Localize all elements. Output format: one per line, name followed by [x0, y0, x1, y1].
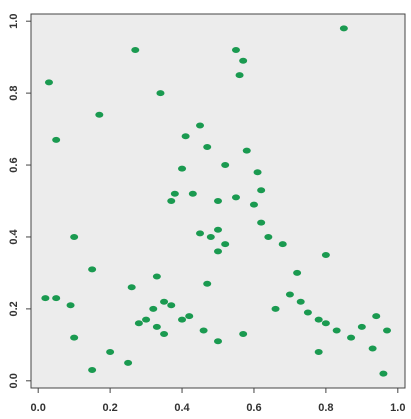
patch [239, 57, 248, 64]
y-tick-label: 0.6 [8, 157, 20, 172]
patch [257, 219, 266, 226]
x-tick-label: 0.8 [318, 402, 333, 414]
patch [214, 198, 222, 204]
patch [347, 334, 356, 341]
patch [321, 320, 330, 327]
patch [379, 370, 388, 377]
patch [88, 266, 97, 273]
patch [131, 46, 140, 53]
patch [124, 359, 133, 366]
patch [142, 316, 151, 323]
patch [235, 72, 244, 79]
patch [52, 295, 61, 302]
patch [203, 144, 212, 151]
patch [257, 187, 266, 194]
patch [383, 327, 392, 334]
patch [203, 280, 212, 287]
patch [127, 284, 136, 291]
patch [239, 331, 248, 338]
patch [167, 302, 176, 309]
y-tick-label: 0.4 [8, 228, 20, 244]
patch [170, 190, 179, 197]
patch [357, 323, 366, 330]
patch [178, 316, 187, 323]
patch [88, 367, 97, 374]
x-tick-label: 0.2 [102, 402, 117, 414]
patch [52, 136, 61, 143]
patch [231, 194, 240, 201]
patch [196, 230, 205, 237]
patch [66, 302, 75, 309]
patch [296, 298, 305, 305]
patch [149, 305, 158, 312]
patch [44, 79, 53, 86]
patch [332, 327, 341, 334]
patch [152, 323, 161, 330]
patch [314, 349, 323, 356]
patch [41, 295, 50, 302]
patch [264, 233, 273, 240]
patch [167, 198, 176, 204]
patch [214, 226, 222, 233]
patch [188, 190, 197, 197]
patch [221, 241, 230, 248]
patch [134, 320, 143, 327]
patch [321, 251, 330, 258]
patch [368, 345, 377, 352]
patch [214, 248, 222, 255]
patch [271, 305, 280, 312]
x-tick-label: 0.6 [246, 402, 261, 414]
patch [214, 338, 222, 345]
patch [196, 122, 205, 129]
patch [278, 241, 287, 248]
patch [160, 298, 169, 305]
patch [253, 169, 262, 176]
patch [231, 46, 240, 53]
patch [285, 291, 294, 298]
patch [95, 111, 104, 118]
patch [293, 269, 302, 276]
patch [152, 273, 161, 280]
patch [339, 25, 348, 32]
patch [106, 349, 115, 356]
patch [242, 147, 251, 154]
y-tick-label: 0.8 [8, 85, 20, 100]
y-tick-label: 1.0 [8, 14, 20, 29]
x-tick-label: 1.0 [390, 402, 405, 414]
patch [156, 90, 165, 97]
patch [70, 233, 79, 240]
patch [314, 316, 323, 323]
patch [206, 233, 215, 240]
patch [181, 133, 190, 140]
patch [221, 162, 230, 169]
x-tick-label: 0.0 [31, 402, 46, 414]
patch [249, 201, 258, 208]
patch [185, 313, 194, 320]
x-tick-label: 0.4 [174, 402, 190, 414]
patch [372, 313, 381, 320]
patch [303, 309, 312, 316]
y-tick-label: 0.0 [8, 373, 20, 388]
patch [70, 334, 79, 341]
patch [160, 331, 169, 338]
patch [178, 165, 187, 172]
y-tick-label: 0.2 [8, 301, 20, 316]
patch [199, 327, 208, 334]
